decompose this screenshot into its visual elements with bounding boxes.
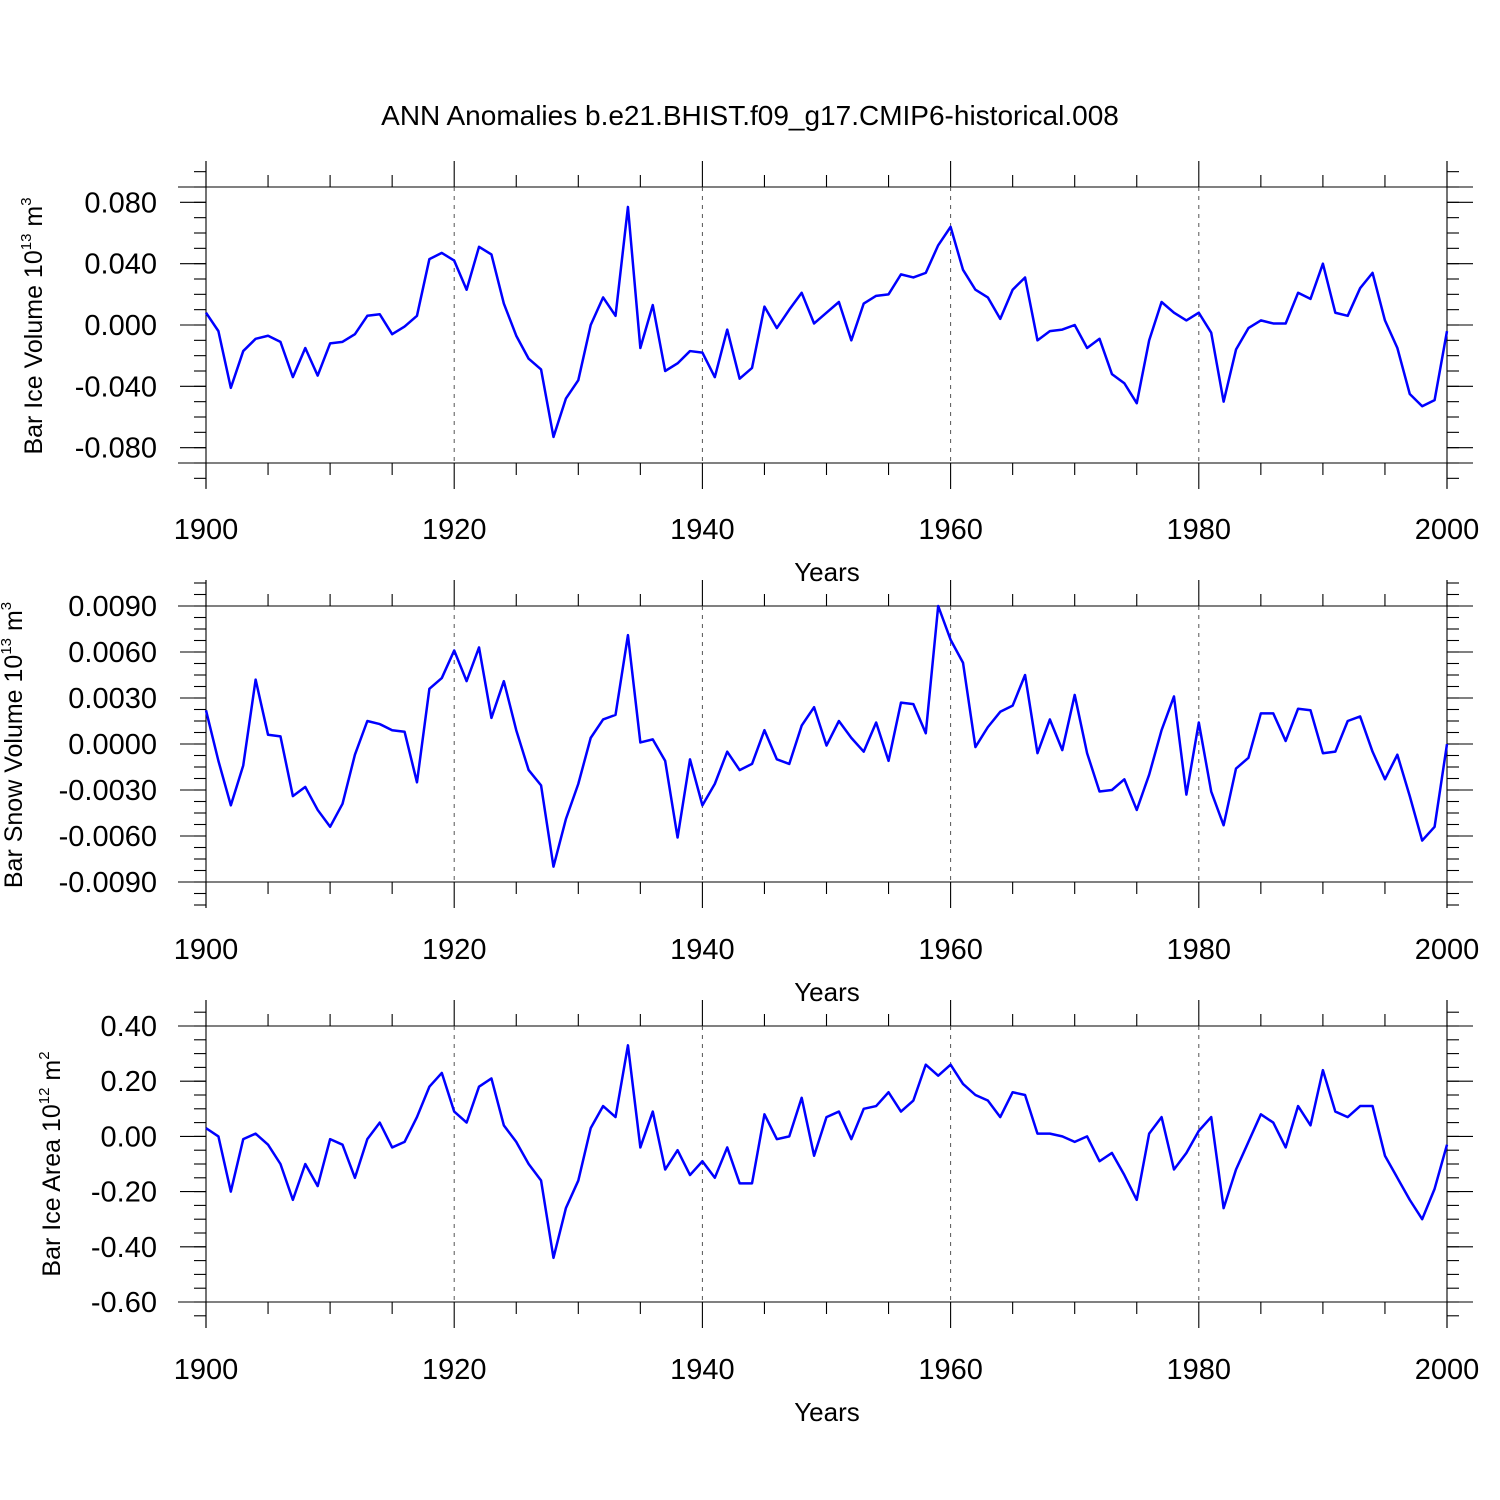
series-line (204, 205, 1449, 439)
x-tick-label: 1960 (918, 1354, 983, 1386)
x-tick-label: 1960 (918, 934, 983, 966)
y-tick-label: 0.20 (101, 1066, 157, 1098)
panel-1: 1900 1920 1940 1960 1980 2000 -0.080 -0.040 0.00… (18, 161, 1479, 587)
y-axis-label: Bar Ice Volume 1013 m3 (18, 197, 48, 454)
x-axis-label: Years (794, 1397, 860, 1427)
y-tick-label: -0.080 (75, 433, 157, 465)
y-axis-label-text: Bar Ice Volume 10 (20, 250, 48, 454)
y-tick-label: 0.0090 (68, 591, 157, 623)
y-tick-label: -0.40 (91, 1232, 157, 1264)
x-tick-label: 2000 (1415, 514, 1480, 546)
x-tick-label: 1980 (1167, 934, 1232, 966)
panels: 1900 1920 1940 1960 1980 2000 -0.080 -0.040 0.00… (0, 161, 1479, 1427)
y-tick-label: 0.000 (84, 310, 157, 342)
y-axis-label-unit-exponent: 3 (0, 602, 15, 610)
y-axis-label-exponent: 13 (0, 638, 15, 655)
y-axis-label: Bar Ice Area 1012 m2 (36, 1051, 66, 1276)
x-tick-label: 1980 (1167, 1354, 1232, 1386)
series-line (204, 604, 1449, 868)
panel-2: 1900 1920 1940 1960 1980 2000 -0.0090 -0.0060 -0… (0, 580, 1479, 1007)
y-tick-label: 0.040 (84, 249, 157, 281)
x-tick-label: 1920 (422, 934, 487, 966)
y-tick-label: 0.0060 (68, 637, 157, 669)
x-tick-label: 1940 (670, 1354, 735, 1386)
y-tick-label: -0.0030 (59, 775, 157, 807)
y-tick-label: -0.20 (91, 1177, 157, 1209)
y-tick-label: 0.080 (84, 187, 157, 219)
x-tick-label: 1900 (174, 514, 239, 546)
y-tick-label: 0.0000 (68, 729, 157, 761)
panel-3: 1900 1920 1940 1960 1980 2000 -0.60 -0.40 -0.20 0… (36, 1000, 1479, 1427)
y-axis-label-text: Bar Ice Area 10 (38, 1104, 66, 1276)
y-tick-label: 0.0030 (68, 683, 157, 715)
x-tick-label: 1980 (1167, 514, 1232, 546)
series-line (205, 1044, 1449, 1260)
x-tick-label: 1940 (670, 514, 735, 546)
x-tick-label: 1920 (422, 1354, 487, 1386)
y-axis-label-unit-exponent: 2 (36, 1051, 53, 1059)
y-tick-label: -0.0090 (59, 867, 157, 899)
y-tick-label: -0.040 (75, 371, 157, 403)
x-tick-label: 1900 (174, 1354, 239, 1386)
x-tick-label: 1940 (670, 934, 735, 966)
y-axis-label-exponent: 13 (18, 234, 35, 251)
y-axis-label-exponent: 12 (36, 1088, 53, 1105)
y-axis-label: Bar Snow Volume 1013 m3 (0, 602, 28, 888)
y-tick-label: -0.0060 (59, 821, 157, 853)
x-tick-label: 1900 (174, 934, 239, 966)
y-tick-label: 0.00 (101, 1121, 157, 1153)
y-axis-label-unit-exponent: 3 (18, 197, 35, 205)
y-axis-label-unit: m (38, 1060, 66, 1088)
x-tick-label: 1960 (918, 514, 983, 546)
y-tick-label: 0.40 (101, 1011, 157, 1043)
x-tick-label: 2000 (1415, 934, 1480, 966)
chart-title: ANN Anomalies b.e21.BHIST.f09_g17.CMIP6-… (381, 100, 1119, 131)
y-axis-label-text: Bar Snow Volume 10 (0, 655, 28, 888)
x-axis-label: Years (794, 557, 860, 587)
x-tick-label: 1920 (422, 514, 487, 546)
y-tick-label: -0.60 (91, 1287, 157, 1319)
y-axis-label-unit: m (20, 206, 48, 234)
x-tick-label: 2000 (1415, 1354, 1480, 1386)
y-axis-label-unit: m (0, 610, 28, 638)
x-axis-label: Years (794, 977, 860, 1007)
